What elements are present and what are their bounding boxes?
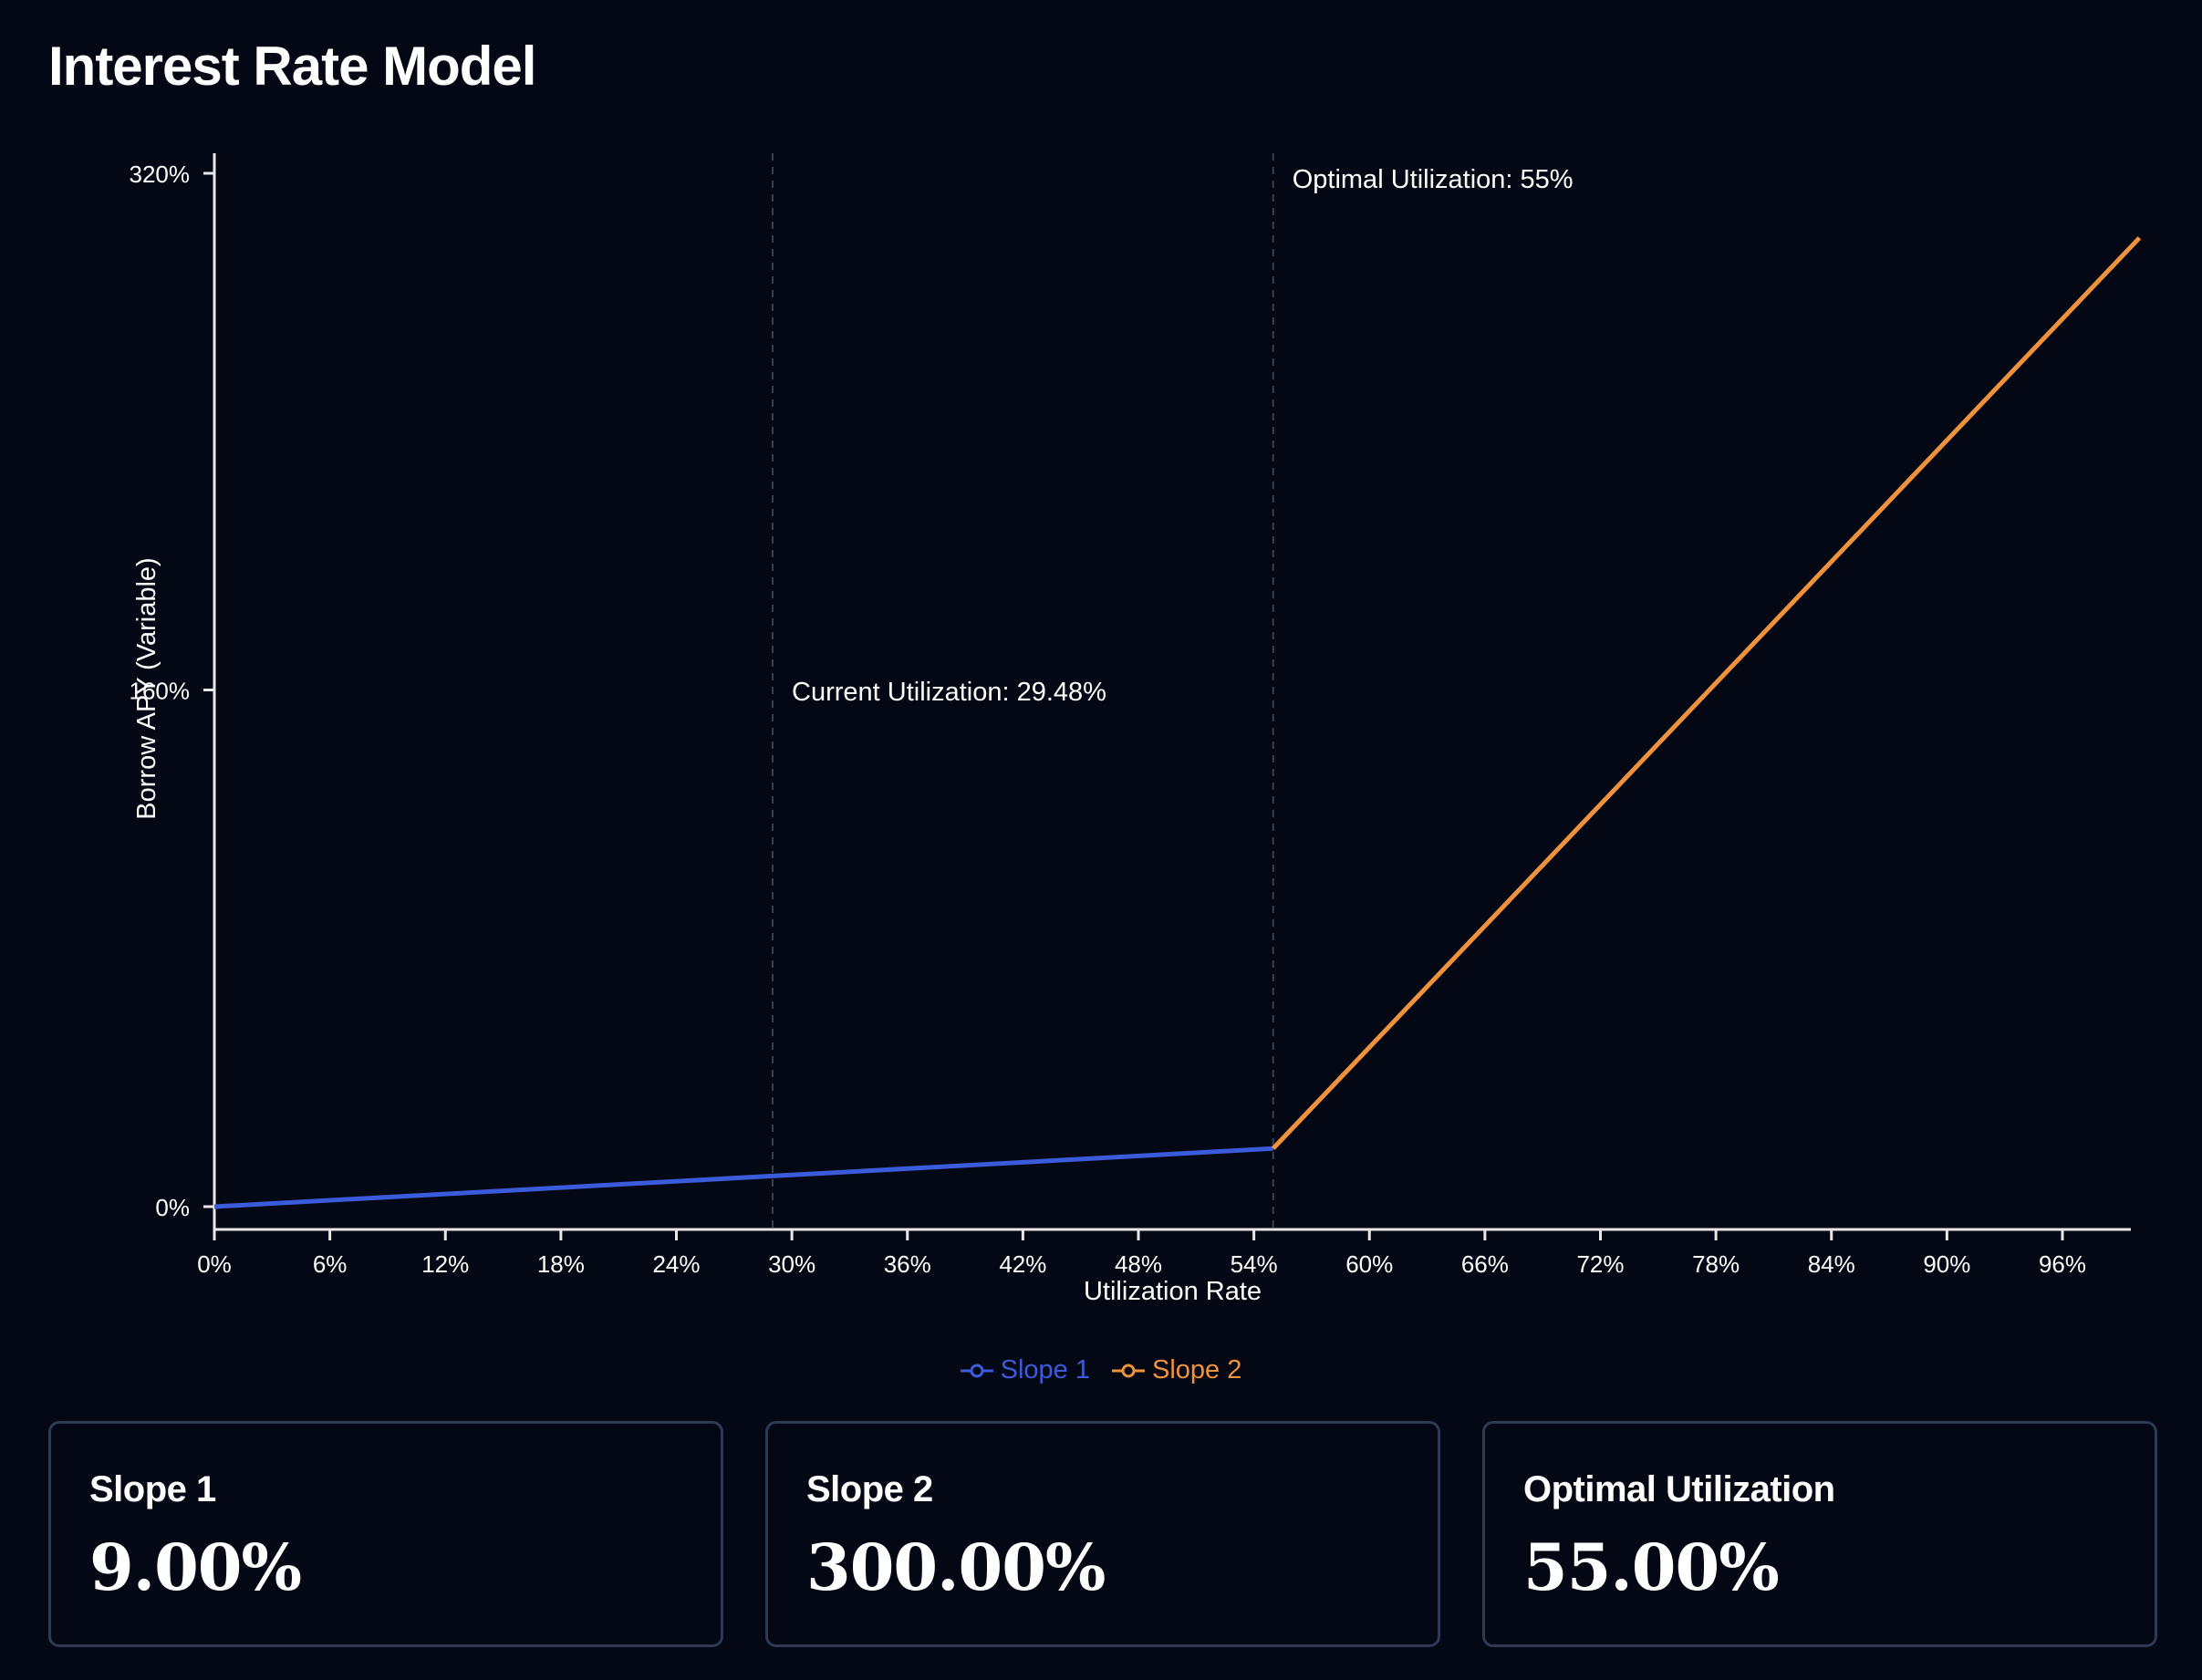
y-tick-label: 320% bbox=[130, 161, 191, 188]
x-axis-title: Utilization Rate bbox=[1084, 1277, 1262, 1306]
line-marker-icon bbox=[960, 1364, 993, 1377]
reference-line-label: Optimal Utilization: 55% bbox=[1293, 165, 1574, 194]
x-tick-label: 6% bbox=[313, 1250, 348, 1278]
x-tick-label: 0% bbox=[197, 1250, 232, 1278]
stat-card-optimal-utilization: Optimal Utilization 55.00% bbox=[1482, 1421, 2157, 1647]
x-tick-label: 12% bbox=[421, 1250, 469, 1278]
series-line-slope-1 bbox=[213, 1146, 1273, 1209]
line-marker-icon bbox=[1112, 1364, 1145, 1377]
stats-row: Slope 1 9.00% Slope 2 300.00% Optimal Ut… bbox=[48, 1421, 2157, 1651]
reference-line-label: Current Utilization: 29.48% bbox=[792, 678, 1106, 707]
legend-item-slope-2[interactable]: Slope 2 bbox=[1112, 1355, 1241, 1385]
stat-value: 55.00% bbox=[1523, 1530, 1780, 1605]
x-tick-label: 30% bbox=[768, 1250, 815, 1278]
x-tick-label: 72% bbox=[1576, 1250, 1624, 1278]
x-tick-label: 60% bbox=[1345, 1250, 1393, 1278]
stat-card-slope-1: Slope 1 9.00% bbox=[48, 1421, 723, 1647]
x-tick-label: 42% bbox=[999, 1250, 1046, 1278]
interest-rate-chart: Current Utilization: 29.48% Optimal Utili… bbox=[130, 153, 2142, 1306]
x-tick-label: 48% bbox=[1115, 1250, 1162, 1278]
legend-item-slope-1[interactable]: Slope 1 bbox=[960, 1355, 1090, 1385]
stat-label: Optimal Utilization bbox=[1523, 1469, 1835, 1509]
legend-label: Slope 1 bbox=[1000, 1355, 1090, 1384]
series-line-slope-2 bbox=[1271, 236, 2142, 1150]
x-tick-label: 90% bbox=[1923, 1250, 1970, 1278]
x-tick-label: 66% bbox=[1461, 1250, 1509, 1278]
legend-label: Slope 2 bbox=[1152, 1355, 1242, 1384]
x-tick-label: 54% bbox=[1231, 1250, 1278, 1278]
y-axis-title: Borrow APY (Variable) bbox=[132, 557, 161, 819]
y-tick-label: 0% bbox=[155, 1194, 190, 1221]
x-tick-label: 78% bbox=[1692, 1250, 1740, 1278]
x-tick-label: 84% bbox=[1808, 1250, 1855, 1278]
stat-label: Slope 2 bbox=[806, 1469, 933, 1509]
stat-value: 9.00% bbox=[89, 1530, 302, 1605]
x-tick-label: 96% bbox=[2039, 1250, 2086, 1278]
x-tick-label: 36% bbox=[884, 1250, 931, 1278]
stat-label: Slope 1 bbox=[89, 1469, 216, 1509]
page-title: Interest Rate Model bbox=[48, 36, 536, 97]
stat-value: 300.00% bbox=[806, 1530, 1106, 1605]
x-tick-label: 18% bbox=[537, 1250, 585, 1278]
x-tick-label: 24% bbox=[652, 1250, 700, 1278]
stat-card-slope-2: Slope 2 300.00% bbox=[765, 1421, 1440, 1647]
y-tick-label: 160% bbox=[130, 678, 191, 705]
chart-legend: Slope 1 Slope 2 bbox=[0, 1355, 2202, 1385]
